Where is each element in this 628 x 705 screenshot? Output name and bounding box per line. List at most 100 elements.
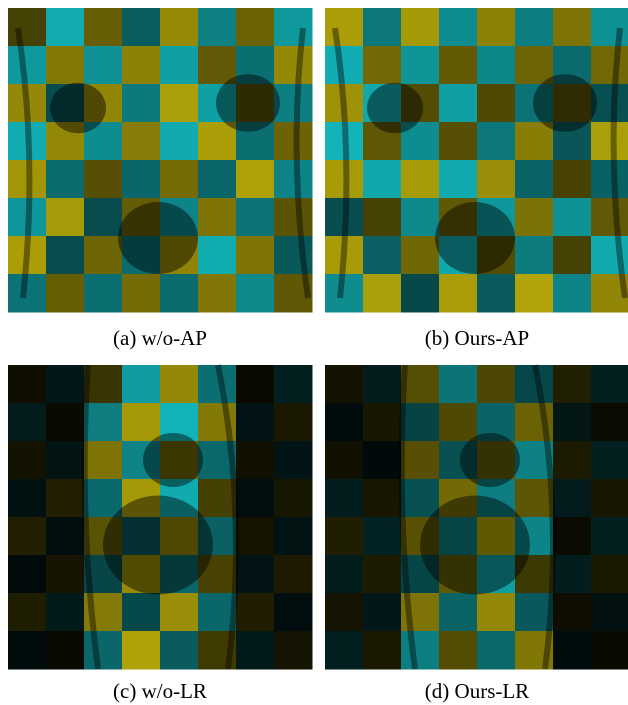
checker-cell [553, 555, 592, 594]
checker-cell [236, 84, 275, 123]
checker-cell [46, 198, 85, 237]
checker-cell [198, 631, 237, 670]
checker-cell [477, 441, 516, 480]
dark-structure [50, 82, 106, 134]
dark-structure [216, 74, 280, 132]
checker-cell [84, 236, 123, 275]
checker-cell [515, 198, 554, 237]
checker-cell [363, 236, 402, 275]
checker-cell [591, 479, 628, 518]
checker-cell [439, 441, 478, 480]
checker-cell [515, 593, 554, 632]
checker-cell [401, 631, 440, 670]
checker-cell [46, 517, 85, 556]
caption: (c) w/o-LR [113, 679, 207, 703]
checker-cell [325, 84, 364, 123]
checker-cell [84, 555, 123, 594]
checker-cell [274, 555, 313, 594]
checker-cell [274, 479, 313, 518]
checker-cell [363, 631, 402, 670]
checker-cell [325, 479, 364, 518]
checker-cell [401, 365, 440, 404]
checker-cell [84, 365, 123, 404]
checker-cell [198, 555, 237, 594]
checker-cell [84, 84, 123, 123]
checker-cell [553, 198, 592, 237]
checker-cell [325, 555, 364, 594]
checker-cell [325, 8, 364, 47]
checker-cell [439, 160, 478, 199]
checker-cell [515, 236, 554, 275]
checker-cell [477, 365, 516, 404]
image-w-o-ap [8, 8, 313, 313]
checker-cell [325, 593, 364, 632]
edge-streak [81, 364, 239, 670]
edge-streak [15, 27, 311, 299]
checker-cell [46, 441, 85, 480]
checker-cell [236, 517, 275, 556]
checker-cell [591, 8, 628, 47]
checker-cell [591, 160, 628, 199]
checker-cell [198, 236, 237, 275]
caption: (b) Ours-AP [425, 326, 529, 350]
checker-cell [363, 8, 402, 47]
checker-cell [236, 198, 275, 237]
checker-cell [363, 84, 402, 123]
checker-cell [439, 365, 478, 404]
dark-structure [420, 495, 530, 595]
checker-cell [591, 274, 628, 313]
checker-cell [477, 84, 516, 123]
checker-cell [198, 403, 237, 442]
checker-cell [236, 593, 275, 632]
checker-cell [401, 122, 440, 161]
caption: (d) Ours-LR [425, 679, 529, 703]
checker-cell [401, 517, 440, 556]
checker-cell [515, 403, 554, 442]
checker-cell [8, 479, 47, 518]
checker-cell [591, 403, 628, 442]
checker-cell [591, 198, 628, 237]
checker-cell [553, 479, 592, 518]
dark-structure [435, 202, 515, 274]
checker-cell [122, 46, 161, 85]
checker-cell [439, 46, 478, 85]
checker-cell [325, 160, 364, 199]
checker-cell [515, 122, 554, 161]
checker-cell [591, 631, 628, 670]
checker-cell [198, 365, 237, 404]
checker-cell [439, 84, 478, 123]
checker-cell [236, 555, 275, 594]
checker-cell [401, 593, 440, 632]
checker-cell [363, 160, 402, 199]
checker-cell [236, 479, 275, 518]
checker-cell [160, 441, 199, 480]
checker-cell [236, 160, 275, 199]
checker-cell [363, 403, 402, 442]
caption: (a) w/o-AP [113, 326, 207, 350]
checker-cell [84, 631, 123, 670]
checker-cell [46, 160, 85, 199]
checker-cell [325, 441, 364, 480]
checker-cell [477, 555, 516, 594]
image-w-o-lr [8, 364, 313, 670]
checker-cell [401, 198, 440, 237]
checker-cell [477, 479, 516, 518]
checker-cell [401, 403, 440, 442]
dark-structure [143, 433, 203, 487]
checker-cell [477, 236, 516, 275]
checker-cell [325, 517, 364, 556]
checker-cell [8, 365, 47, 404]
checker-cell [439, 403, 478, 442]
checker-cell [198, 160, 237, 199]
checker-cell [274, 517, 313, 556]
checker-cell [160, 198, 199, 237]
checker-cell [8, 122, 47, 161]
checker-cell [8, 8, 47, 47]
checker-cell [236, 631, 275, 670]
checker-cell [198, 198, 237, 237]
checker-cell [401, 274, 440, 313]
checker-cell [8, 274, 47, 313]
checker-cell [515, 46, 554, 85]
checker-cell [46, 365, 85, 404]
checker-cell [477, 593, 516, 632]
